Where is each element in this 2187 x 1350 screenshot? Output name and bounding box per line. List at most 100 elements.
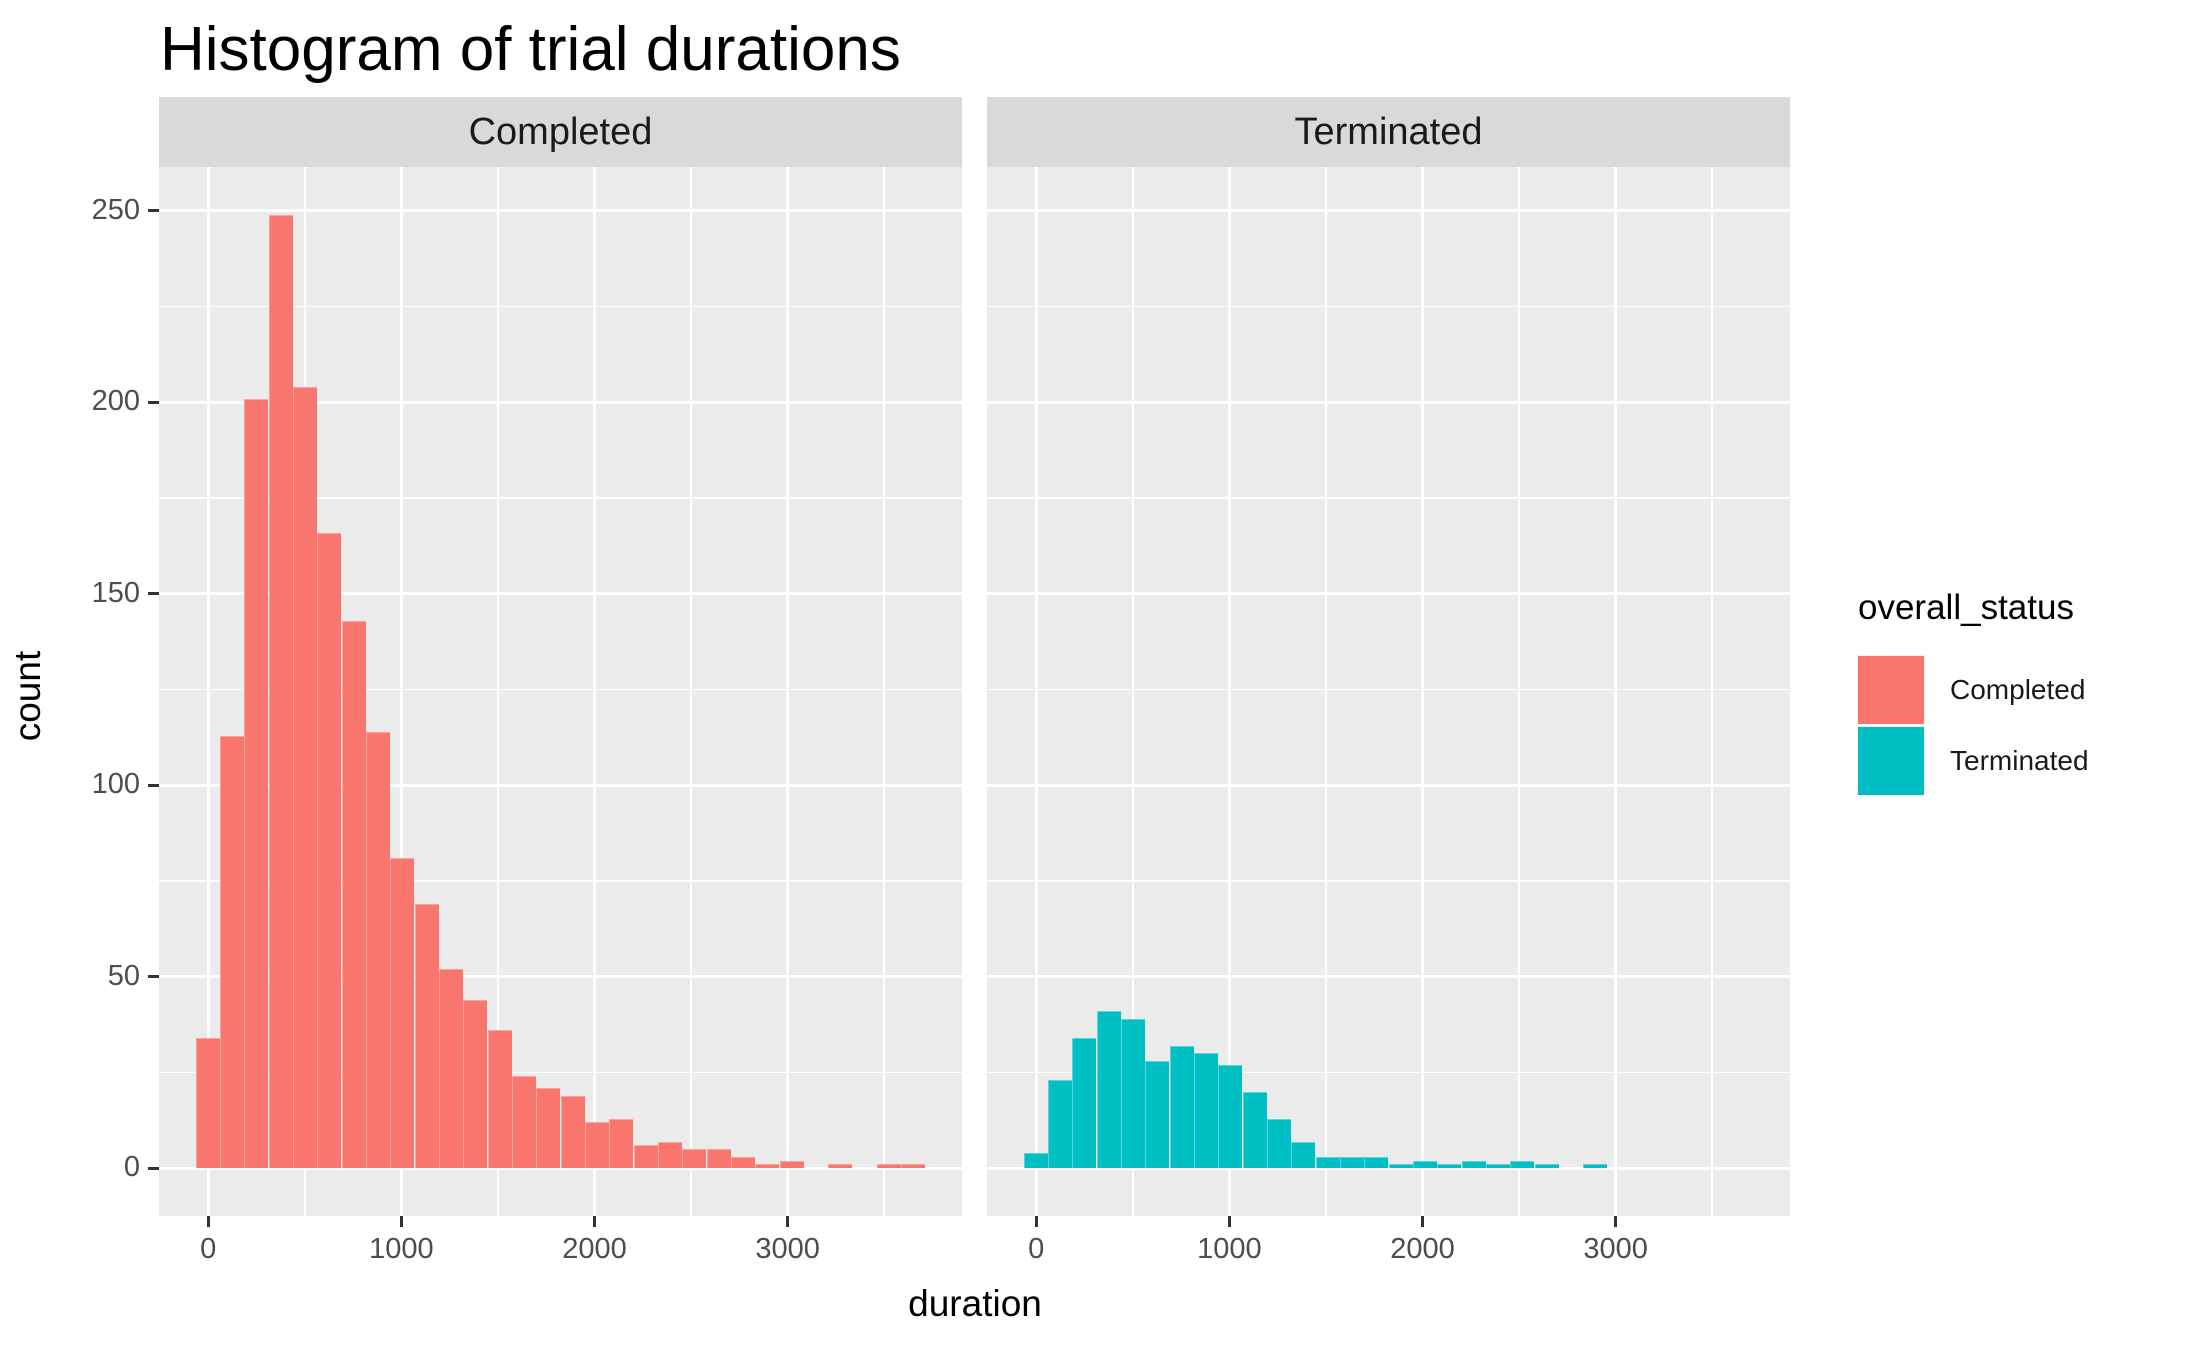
y-minor-gridline [987, 1071, 1790, 1074]
x-axis-tick-label: 1000 [369, 1233, 434, 1265]
legend-key-terminated-swatch [1857, 726, 1925, 796]
y-axis-tick [148, 400, 159, 404]
x-axis-tick-label: 3000 [1583, 1233, 1648, 1265]
facet-strip-completed: Completed [159, 97, 962, 167]
histogram-bar [268, 214, 293, 1169]
x-axis-tick-label: 1000 [1197, 1233, 1262, 1265]
histogram-bar [1023, 1152, 1048, 1169]
legend-label-terminated: Terminated [1950, 745, 2089, 776]
x-minor-gridline [1518, 167, 1520, 1216]
histogram-bar [536, 1087, 561, 1169]
histogram-bar [1339, 1156, 1365, 1169]
y-axis-tick-label: 250 [91, 193, 140, 226]
y-major-gridline [159, 1166, 962, 1170]
histogram-bar [682, 1149, 707, 1169]
histogram-bar [487, 1030, 512, 1169]
y-major-gridline [159, 209, 962, 213]
histogram-bar [1072, 1038, 1097, 1169]
y-major-gridline [987, 783, 1790, 787]
panel-terminated [987, 167, 1790, 1216]
histogram-bar [1510, 1160, 1535, 1169]
y-minor-gridline [987, 688, 1790, 691]
y-minor-gridline [159, 1071, 962, 1074]
x-minor-gridline [690, 167, 692, 1216]
histogram-bar [1047, 1080, 1073, 1169]
x-axis-tick [206, 1216, 210, 1227]
histogram-bar [317, 532, 342, 1169]
y-major-gridline [987, 209, 1790, 213]
x-axis-tick-label: 2000 [562, 1233, 627, 1265]
histogram-bar [828, 1164, 853, 1169]
x-axis-tick [1034, 1216, 1038, 1227]
x-major-gridline [206, 167, 210, 1216]
histogram-bar [901, 1164, 926, 1169]
histogram-bar [1412, 1160, 1438, 1169]
y-axis-tick [148, 975, 159, 979]
legend-title: overall_status [1858, 588, 2074, 627]
x-major-gridline [1034, 167, 1038, 1216]
histogram-bar [755, 1164, 780, 1169]
x-axis-tick [1614, 1216, 1618, 1227]
y-axis-tick-label: 150 [91, 576, 140, 609]
x-major-gridline [786, 167, 790, 1216]
x-axis-tick-label: 0 [1028, 1233, 1045, 1265]
x-minor-gridline [497, 167, 499, 1216]
histogram-bar [779, 1160, 804, 1169]
y-minor-gridline [159, 497, 962, 499]
y-axis-tick-label: 0 [123, 1151, 140, 1184]
legend-key-completed-swatch [1857, 655, 1925, 725]
y-major-gridline [159, 975, 962, 979]
x-axis-tick [592, 1216, 596, 1227]
y-major-gridline [987, 1166, 1790, 1170]
x-axis-title: duration [908, 1283, 1042, 1324]
histogram-bar [341, 620, 366, 1169]
histogram-bar [1485, 1164, 1511, 1169]
y-axis-tick [148, 1166, 159, 1170]
y-minor-gridline [159, 880, 962, 882]
y-axis-tick-label: 200 [91, 385, 140, 418]
histogram-bar [730, 1156, 756, 1169]
histogram-bar [438, 969, 464, 1169]
histogram-bar [609, 1118, 634, 1169]
y-axis-tick [148, 592, 159, 596]
y-axis-title: count [7, 650, 48, 742]
x-major-gridline [399, 167, 403, 1216]
histogram-bar [219, 735, 245, 1169]
x-axis-tick [1420, 1216, 1424, 1227]
y-minor-gridline [159, 688, 962, 691]
histogram-bar [244, 398, 269, 1169]
x-minor-gridline [1132, 167, 1134, 1216]
y-major-gridline [159, 783, 962, 787]
histogram-bar [292, 387, 318, 1169]
histogram-bar [463, 999, 488, 1169]
x-axis-tick-label: 3000 [755, 1233, 820, 1265]
legend-item-terminated: Terminated [1857, 726, 2089, 796]
x-major-gridline [1227, 167, 1231, 1216]
histogram-bar [195, 1038, 220, 1169]
y-minor-gridline [987, 880, 1790, 882]
y-axis-tick-label: 50 [107, 959, 140, 992]
y-major-gridline [159, 400, 962, 404]
facet-strip-terminated: Terminated [987, 97, 1790, 167]
histogram-bar [633, 1145, 658, 1169]
plot-title: Histogram of trial durations [160, 15, 901, 84]
y-axis-tick [148, 209, 159, 213]
histogram-bar [1120, 1018, 1146, 1169]
histogram-bar [1291, 1141, 1316, 1169]
histogram-bar [584, 1122, 610, 1169]
y-major-gridline [987, 975, 1790, 979]
y-minor-gridline [987, 497, 1790, 499]
y-major-gridline [987, 400, 1790, 404]
y-major-gridline [987, 592, 1790, 596]
histogram-bar [1218, 1064, 1243, 1169]
histogram-bar [1534, 1164, 1559, 1169]
y-axis-tick-label: 100 [91, 768, 140, 801]
histogram-bar [1364, 1156, 1389, 1169]
histogram-bar [1266, 1118, 1292, 1169]
histogram-bar [1242, 1091, 1267, 1169]
legend-item-completed: Completed [1857, 655, 2089, 725]
x-axis-tick-label: 2000 [1390, 1233, 1455, 1265]
y-minor-gridline [987, 305, 1790, 308]
y-major-gridline [159, 592, 962, 596]
